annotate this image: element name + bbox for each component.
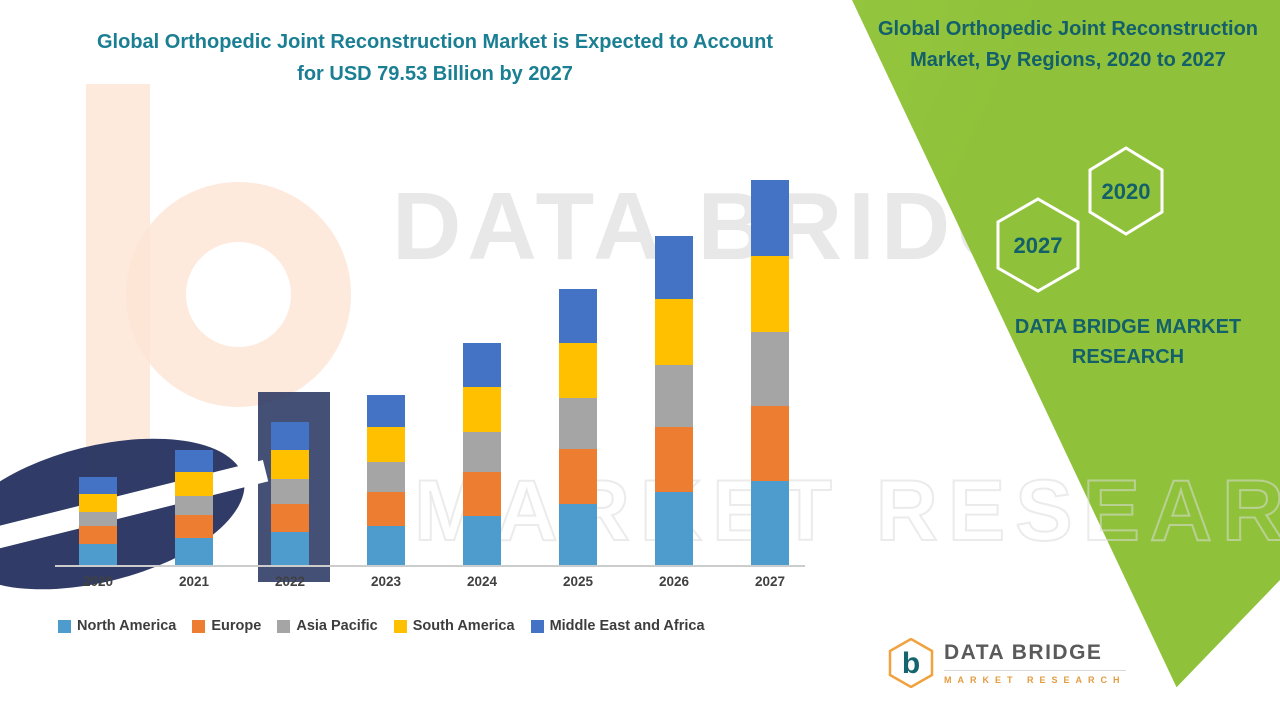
bar-segment-middle-east-and-africa (79, 477, 117, 495)
footer-logo-name: DATA BRIDGE (944, 641, 1103, 664)
bar-segment-south-america (559, 342, 597, 399)
bar-segment-asia-pacific (463, 431, 501, 472)
bar-segment-asia-pacific (271, 478, 309, 504)
legend-label: Europe (211, 618, 262, 634)
legend-swatch-icon (277, 619, 291, 633)
bar-segment-europe (463, 471, 501, 516)
hexagon-2020-label: 2020 (1102, 179, 1151, 204)
side-panel-title: Global Orthopedic Joint Reconstruction M… (877, 18, 1259, 71)
bar-2025 (559, 289, 597, 565)
hexagon-2020: 2020 (1086, 146, 1166, 241)
bar-segment-south-america (463, 387, 501, 432)
bar-segment-north-america (559, 504, 597, 565)
bar-segment-south-america (655, 299, 693, 366)
legend-swatch-icon (530, 619, 544, 633)
bar-segment-south-america (367, 427, 405, 462)
hexagon-2027-label: 2027 (1014, 233, 1063, 258)
x-axis-label-2022: 2022 (274, 574, 306, 589)
bar-segment-north-america (751, 481, 789, 565)
bar-segment-europe (367, 492, 405, 527)
bar-segment-south-america (79, 494, 117, 513)
bar-2020 (79, 477, 117, 565)
bar-segment-asia-pacific (175, 495, 213, 516)
bar-segment-europe (271, 503, 309, 533)
bar-segment-asia-pacific (367, 461, 405, 493)
legend-item-europe: Europe (192, 618, 261, 634)
x-axis-label-2021: 2021 (178, 574, 210, 589)
x-axis-label-2023: 2023 (370, 574, 402, 589)
bar-segment-south-america (751, 255, 789, 332)
data-bridge-logo-icon: b (888, 638, 934, 688)
x-axis-label-2027: 2027 (754, 574, 786, 589)
legend-swatch-icon (58, 619, 71, 633)
side-panel-brand: DATA BRIDGE MARKET RESEARCH (1014, 316, 1242, 368)
hexagon-outline-icon (1088, 146, 1164, 236)
bar-segment-europe (655, 427, 693, 493)
bar-segment-europe (559, 449, 597, 505)
bar-2022 (271, 422, 309, 565)
legend-label: North America (77, 618, 177, 634)
hexagon-2027: 2027 (994, 196, 1082, 299)
bar-segment-middle-east-and-africa (367, 394, 405, 428)
legend-label: Asia Pacific (296, 618, 378, 634)
bar-segment-asia-pacific (655, 365, 693, 428)
hexagon-outline-icon (996, 197, 1080, 293)
bar-segment-middle-east-and-africa (271, 422, 309, 450)
bar-segment-north-america (463, 515, 501, 565)
x-axis-label-2026: 2026 (658, 574, 690, 589)
bar-segment-north-america (271, 532, 309, 565)
legend-swatch-icon (393, 619, 407, 633)
legend-item-asia-pacific: Asia Pacific (277, 618, 378, 634)
bar-segment-middle-east-and-africa (751, 180, 789, 256)
bar-segment-middle-east-and-africa (655, 236, 693, 300)
bar-segment-asia-pacific (751, 331, 789, 406)
bar-2027 (751, 180, 789, 565)
logo-b-glyph: b (902, 647, 920, 680)
bar-segment-europe (751, 405, 789, 482)
bar-2023 (367, 394, 405, 565)
x-axis-label-2024: 2024 (466, 574, 498, 589)
legend-item-north-america: North America (58, 618, 176, 634)
bar-segment-south-america (271, 449, 309, 479)
x-axis-label-2020: 2020 (82, 574, 114, 589)
legend-swatch-icon (192, 619, 206, 633)
bar-2026 (655, 236, 693, 565)
watermark-text-market-research: MARKET RESEARCH (413, 462, 1280, 560)
bar-segment-asia-pacific (79, 512, 117, 527)
bar-segment-middle-east-and-africa (463, 343, 501, 388)
chart-legend: North America Europe Asia Pacific South Ame… (58, 618, 705, 634)
bar-segment-north-america (175, 538, 213, 565)
bar-segment-middle-east-and-africa (175, 450, 213, 473)
bar-segment-north-america (79, 544, 117, 565)
bar-segment-north-america (367, 526, 405, 565)
legend-item-south-america: South America (393, 618, 515, 634)
bar-2024 (463, 343, 501, 565)
x-axis-line (55, 565, 805, 567)
bar-segment-asia-pacific (559, 398, 597, 450)
bar-segment-south-america (175, 472, 213, 496)
bar-segment-europe (79, 526, 117, 545)
bar-segment-europe (175, 515, 213, 539)
legend-item-middle-east-and-africa: Middle East and Africa (530, 618, 705, 634)
bar-segment-north-america (655, 492, 693, 565)
page-title: Global Orthopedic Joint Reconstruction M… (96, 31, 773, 85)
bar-2021 (175, 450, 213, 565)
legend-label: South America (412, 618, 515, 634)
bar-segment-middle-east-and-africa (559, 289, 597, 343)
x-axis-label-2025: 2025 (562, 574, 594, 589)
footer-logo-tagline: MARKET RESEARCH (944, 670, 1126, 685)
x-axis-labels: 2020 2021 2022 2023 2024 2025 2026 2027 (0, 574, 860, 594)
footer-logo: b DATA BRIDGE MARKET RESEARCH (888, 638, 1126, 688)
legend-label: Middle East and Africa (549, 618, 705, 634)
plot-area (60, 178, 808, 565)
